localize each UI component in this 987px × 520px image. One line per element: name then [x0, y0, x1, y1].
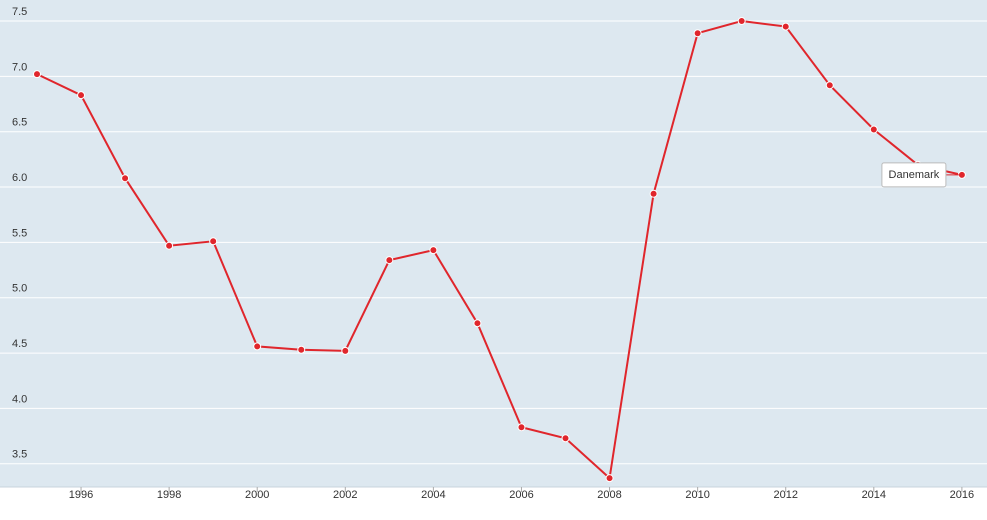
y-tick-label: 4.0 — [12, 393, 27, 405]
x-tick-label: 2010 — [685, 489, 709, 501]
tooltip-box — [881, 162, 947, 188]
point — [297, 345, 306, 354]
plot-background — [0, 0, 987, 487]
x-tick-label: 1996 — [69, 489, 93, 501]
y-tick-label: 5.5 — [12, 227, 27, 239]
point — [341, 346, 350, 355]
x-tick-label: 2008 — [597, 489, 621, 501]
point — [385, 256, 394, 265]
x-tick-label: 2006 — [509, 489, 533, 501]
point — [473, 319, 482, 328]
x-tick-label: 2002 — [333, 489, 357, 501]
y-tick-label: 7.0 — [12, 61, 27, 73]
point — [737, 17, 746, 26]
tooltip-label: Danemark — [889, 169, 940, 181]
point — [429, 246, 438, 255]
point — [165, 241, 174, 250]
y-tick-label: 5.0 — [12, 283, 27, 295]
point — [869, 125, 878, 134]
point — [693, 29, 702, 38]
point — [781, 22, 790, 31]
x-tick-label: 2004 — [421, 489, 445, 501]
point — [825, 81, 834, 90]
x-tick-label: 2014 — [862, 489, 886, 501]
y-tick-label: 3.5 — [12, 449, 27, 461]
y-tick-label: 6.5 — [12, 117, 27, 129]
y-tick-label: 4.5 — [12, 338, 27, 350]
point — [209, 237, 218, 246]
y-tick-label: 7.5 — [12, 6, 27, 18]
point — [32, 70, 41, 79]
point — [77, 91, 86, 100]
point — [561, 434, 570, 443]
x-tick-label: 2000 — [245, 489, 269, 501]
point — [517, 423, 526, 432]
y-tick-label: 6.0 — [12, 172, 27, 184]
point — [121, 174, 130, 183]
x-tick-label: 2012 — [773, 489, 797, 501]
x-tick-label: 2016 — [950, 489, 974, 501]
point — [253, 342, 262, 351]
point — [649, 189, 658, 198]
x-tick-label: 1998 — [157, 489, 181, 501]
line — [36, 20, 963, 481]
point — [605, 474, 614, 483]
